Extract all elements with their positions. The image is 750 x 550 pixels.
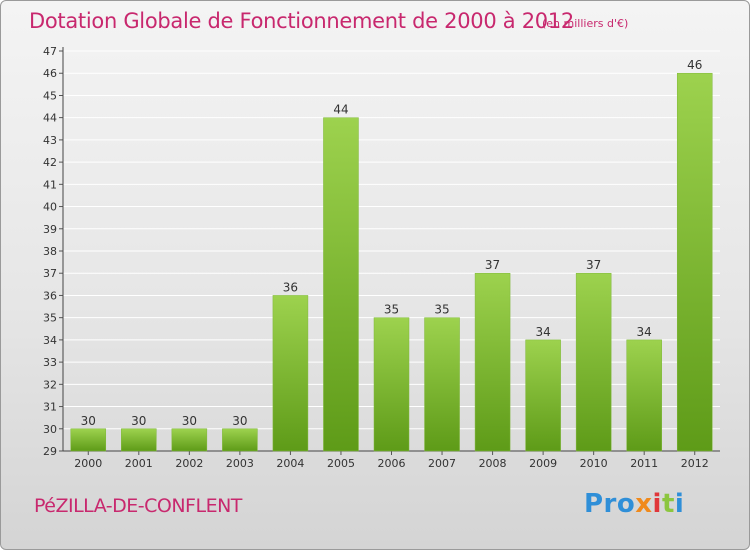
y-tick-label: 30: [43, 423, 57, 436]
data-label: 44: [333, 103, 348, 117]
x-tick-label: 2006: [378, 457, 406, 470]
bar-2006: [373, 317, 410, 452]
y-tick-label: 46: [43, 67, 57, 80]
x-tick-label: 2012: [681, 457, 709, 470]
x-tick-label: 2007: [428, 457, 456, 470]
bars: [70, 72, 713, 452]
data-label: 37: [586, 258, 601, 272]
data-label: 35: [434, 303, 449, 317]
y-tick-label: 29: [43, 445, 57, 458]
data-label: 30: [232, 414, 247, 428]
y-tick-label: 44: [43, 112, 57, 125]
y-tick-label: 32: [43, 378, 57, 391]
bar-2005: [323, 117, 359, 452]
axes: 29 30 31 32 33 34 35 36 37 38 39 40 41 42 43 44 45 46 47 20…: [43, 45, 720, 470]
bar-2000: [70, 428, 107, 452]
y-tick-label: 39: [43, 223, 57, 236]
y-tick-label: 45: [43, 89, 57, 102]
bar-2003: [222, 428, 258, 452]
y-tick-label: 34: [43, 334, 57, 347]
data-label: 30: [81, 414, 96, 428]
data-label: 34: [535, 325, 550, 339]
data-label: 35: [384, 303, 399, 317]
data-label: 34: [637, 325, 652, 339]
commune-name: PéZILLA-DE-CONFLENT: [34, 495, 242, 517]
bar-2007: [424, 317, 460, 452]
y-tick-label: 35: [43, 312, 57, 325]
x-tick-label: 2003: [226, 457, 254, 470]
logo-part-i2: i: [674, 489, 685, 519]
x-tick-label: 2009: [529, 457, 557, 470]
chart-title: Dotation Globale de Fonctionnement de 20…: [29, 9, 574, 33]
logo-part-pro: Pro: [584, 489, 636, 519]
y-tick-label: 36: [43, 289, 57, 302]
data-label: 46: [687, 58, 702, 72]
data-label: 36: [283, 280, 298, 294]
y-tick-label: 41: [43, 178, 57, 191]
x-tick-label: 2008: [479, 457, 507, 470]
bar-2010: [575, 272, 612, 452]
x-tick-label: 2011: [630, 457, 658, 470]
bar-2002: [171, 428, 208, 452]
chart-subtitle: (en milliers d'€): [542, 17, 629, 30]
data-label: 30: [131, 414, 146, 428]
x-tick-label: 2005: [327, 457, 355, 470]
y-tick-label: 47: [43, 45, 57, 58]
x-tick-label: 2002: [175, 457, 203, 470]
logo-part-t: t: [661, 489, 675, 519]
y-tick-label: 40: [43, 201, 57, 214]
bar-2011: [626, 339, 662, 452]
y-tick-label: 33: [43, 356, 57, 369]
x-tick-label: 2004: [276, 457, 304, 470]
bar-2004: [272, 295, 309, 452]
logo-part-x: x: [635, 489, 653, 519]
y-tick-label: 37: [43, 267, 57, 280]
data-label: 30: [182, 414, 197, 428]
x-tick-label: 2000: [74, 457, 102, 470]
x-tick-label: 2010: [580, 457, 608, 470]
y-tick-label: 43: [43, 134, 57, 147]
data-label: 37: [485, 258, 500, 272]
x-tick-label: 2001: [125, 457, 153, 470]
bar-2009: [525, 339, 561, 452]
bar-2001: [121, 428, 157, 452]
bar-2012: [676, 72, 713, 452]
proxiti-logo[interactable]: Proxiti: [584, 489, 684, 519]
data-labels: 30 30 30 30 36 44 35 35 37 34 37 34 46: [81, 58, 703, 428]
y-tick-label: 31: [43, 401, 57, 414]
logo-part-i: i: [652, 489, 662, 519]
y-tick-label: 38: [43, 245, 57, 258]
bar-2008: [474, 272, 511, 452]
y-tick-label: 42: [43, 156, 57, 169]
